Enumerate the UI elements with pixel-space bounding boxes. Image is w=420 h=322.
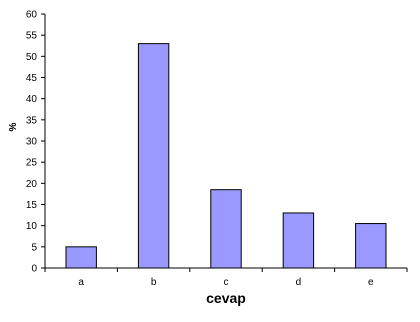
y-tick-label: 45 (26, 73, 38, 84)
x-tick-label: c (224, 277, 229, 288)
y-tick-label: 55 (26, 31, 38, 42)
y-tick-label: 15 (26, 200, 38, 211)
bar-b (137, 43, 170, 269)
y-tick-label: 20 (26, 179, 38, 190)
bar-c (210, 189, 242, 269)
y-axis-title: % (8, 122, 19, 131)
y-tick-label: 25 (26, 158, 38, 169)
x-axis-ticks: a b c d e (44, 268, 408, 288)
bar-e (355, 223, 387, 269)
y-tick-label: 30 (26, 137, 38, 148)
y-tick-label: 50 (26, 52, 38, 63)
y-tick-label: 35 (26, 115, 38, 126)
bars (65, 43, 387, 269)
y-tick-label: 10 (26, 221, 38, 232)
bar-d (282, 212, 315, 269)
y-tick-label: 40 (26, 94, 38, 105)
y-tick-label: 5 (31, 242, 37, 253)
x-tick-label: e (368, 277, 374, 288)
x-tick-label: d (296, 277, 302, 288)
x-tick-label: b (151, 277, 157, 288)
y-tick-label: 0 (31, 264, 37, 275)
x-tick-label: a (78, 277, 84, 288)
bar-a (65, 246, 97, 269)
y-tick-label: 60 (26, 10, 38, 21)
x-axis-title: cevap (206, 290, 246, 306)
y-axis-ticks: 0 5 10 15 20 25 30 35 40 45 50 55 60 (26, 10, 45, 275)
